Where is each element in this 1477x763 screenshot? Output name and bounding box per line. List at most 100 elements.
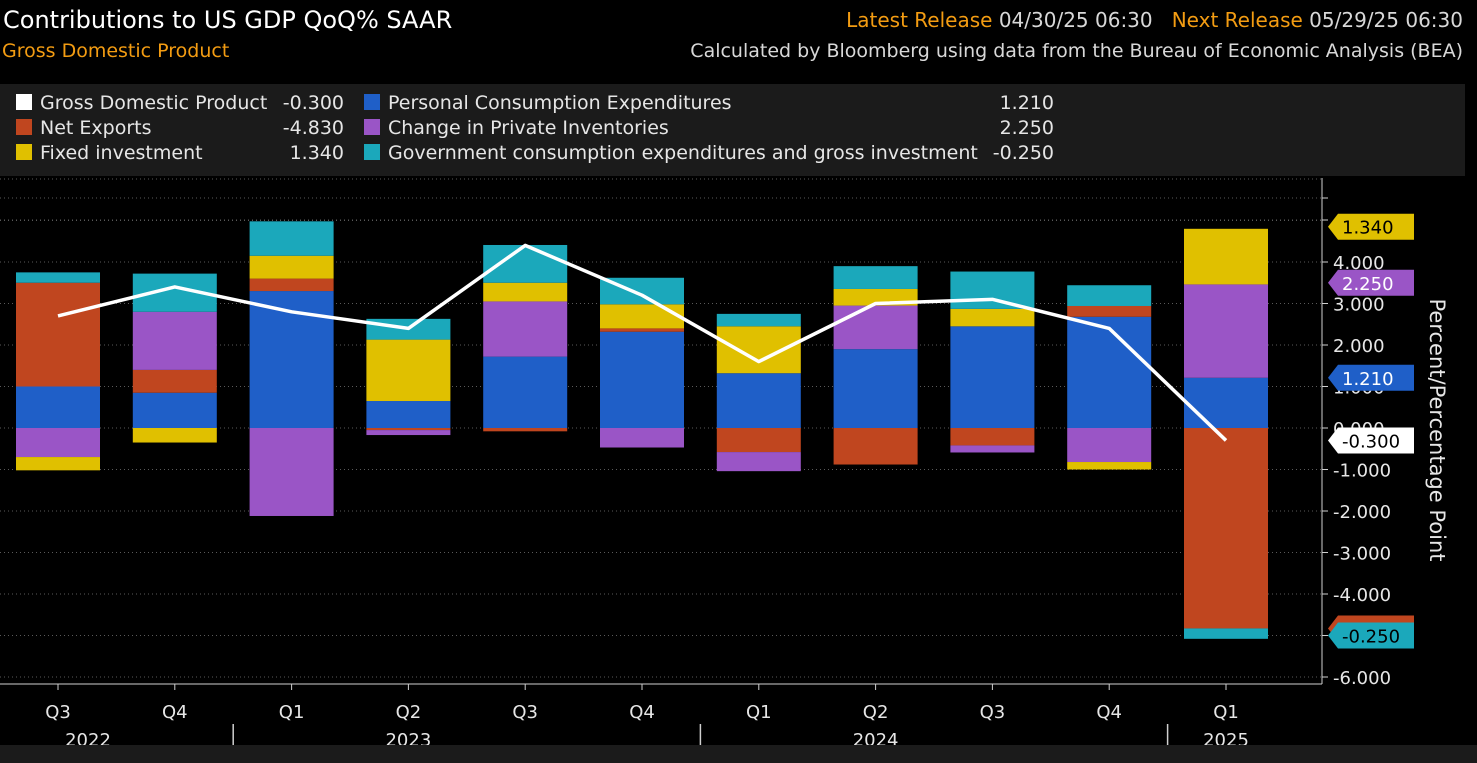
bar-segment <box>716 326 801 374</box>
bar-segment <box>600 428 684 448</box>
header: Contributions to US GDP QoQ% SAAR Gross … <box>0 0 1477 80</box>
legend-swatch-pce <box>364 94 380 110</box>
bar-segment <box>483 282 568 302</box>
legend-item-inventories: Change in Private Inventories <box>364 117 669 139</box>
legend-item-gdp: Gross Domestic Product <box>16 92 267 114</box>
bar-segment <box>600 328 684 332</box>
bar-segment <box>249 291 334 428</box>
bar-segment <box>950 445 1035 453</box>
bar-segment <box>1067 428 1152 463</box>
legend-value-fixed-investment: 1.340 <box>289 142 344 164</box>
legend-label-gdp: Gross Domestic Product <box>40 92 268 114</box>
x-tick-label: Q3 <box>980 702 1006 723</box>
legend-label-fixed-investment: Fixed investment <box>40 142 203 164</box>
release-info: Latest Release 04/30/25 06:30 Next Relea… <box>846 8 1463 32</box>
y-tick-label: 4.000 <box>1333 253 1385 274</box>
bar-segment <box>249 278 334 292</box>
bar-segment <box>483 428 568 432</box>
value-tag-label: 1.340 <box>1342 218 1394 239</box>
bar-segment <box>1184 628 1268 639</box>
x-tick-label: Q2 <box>396 702 422 723</box>
next-release-label: Next Release <box>1171 8 1303 32</box>
y-tick-label: -6.000 <box>1333 668 1391 689</box>
legend-swatch-government <box>364 144 380 160</box>
bar-segment <box>950 428 1035 446</box>
x-tick-label: Q4 <box>629 702 655 723</box>
legend-value-inventories: 2.250 <box>999 117 1054 139</box>
legend-swatch-fixed-investment <box>16 144 32 160</box>
x-tick-label: Q1 <box>279 702 305 723</box>
bar-segment <box>600 331 684 428</box>
y-tick-label: 2.000 <box>1333 336 1385 357</box>
bar-segment <box>716 428 801 453</box>
bar-segment <box>132 428 217 443</box>
x-tick-label: Q3 <box>45 702 71 723</box>
bar-segment <box>366 339 451 402</box>
value-tag <box>1328 427 1414 454</box>
value-tag <box>1328 269 1414 296</box>
gdp-line <box>57 243 1228 442</box>
bar-segment <box>1184 228 1268 285</box>
legend-value-pce: 1.210 <box>999 92 1054 114</box>
value-tag <box>1328 364 1414 391</box>
value-tag <box>1328 213 1414 240</box>
value-tag <box>1328 622 1414 649</box>
bar-segment <box>716 313 801 327</box>
latest-release-label: Latest Release <box>846 8 993 32</box>
x-year-label: 2023 <box>385 730 431 745</box>
x-tick-label: Q4 <box>1096 702 1122 723</box>
legend-label-inventories: Change in Private Inventories <box>388 117 669 139</box>
bar-segment <box>950 326 1035 428</box>
bar-segment <box>132 392 217 428</box>
bar-segment <box>833 349 918 428</box>
legend-value-net-exports: -4.830 <box>282 117 344 139</box>
x-tick-label: Q2 <box>863 702 889 723</box>
bar-segment <box>833 428 918 465</box>
chart-title: Contributions to US GDP QoQ% SAAR <box>3 6 453 34</box>
x-tick-label: Q4 <box>162 702 188 723</box>
data-source: Calculated by Bloomberg using data from … <box>690 40 1463 62</box>
bar-segment <box>483 244 568 283</box>
value-tag-label: 2.250 <box>1342 274 1394 295</box>
legend-value-government: -0.250 <box>992 142 1054 164</box>
gdp-contributions-chart: 4.0003.0002.0001.0000.000-1.000-2.000-3.… <box>0 178 1449 745</box>
bar-segment <box>16 457 100 471</box>
x-tick-label: Q3 <box>512 702 538 723</box>
bar-segment <box>483 301 568 357</box>
bar-segment <box>716 452 801 472</box>
legend-item-pce: Personal Consumption Expenditures <box>364 92 732 114</box>
legend-swatch-inventories <box>364 119 380 135</box>
y-tick-label: -3.000 <box>1333 544 1391 565</box>
bar-segment <box>833 266 918 289</box>
footer-bar <box>0 745 1477 763</box>
bar-segment <box>16 386 100 428</box>
legend-item-net-exports: Net Exports <box>16 117 152 139</box>
bar-segment <box>1067 305 1152 317</box>
legend-item-government: Government consumption expenditures and … <box>364 142 978 164</box>
latest-release-value: 04/30/25 06:30 <box>998 8 1153 32</box>
x-year-label: 2025 <box>1203 730 1249 745</box>
x-tick-label: Q1 <box>1213 702 1239 723</box>
value-tag-label: -0.250 <box>1342 627 1400 648</box>
bar-segment <box>366 430 451 436</box>
bar-segment <box>249 255 334 279</box>
next-release-value: 05/29/25 06:30 <box>1309 8 1463 32</box>
legend-label-pce: Personal Consumption Expenditures <box>388 92 732 114</box>
y-tick-label: -4.000 <box>1333 585 1391 606</box>
bar-segment <box>132 311 217 370</box>
legend-value-gdp: -0.300 <box>282 92 344 114</box>
bar-segment <box>366 428 451 431</box>
value-tag-label: 1.210 <box>1342 369 1394 390</box>
x-year-label: 2022 <box>65 730 111 745</box>
value-tag-label: -0.300 <box>1342 431 1400 452</box>
y-tick-label: 3.000 <box>1333 295 1385 316</box>
legend: Gross Domestic Product -0.300 Net Export… <box>0 84 1465 176</box>
y-tick-label: -1.000 <box>1333 461 1391 482</box>
bar-segment <box>249 428 334 516</box>
legend-item-fixed-investment: Fixed investment <box>16 142 203 164</box>
bar-segment <box>16 428 100 458</box>
bar-segment <box>16 272 100 283</box>
legend-swatch-net-exports <box>16 119 32 135</box>
x-year-label: 2024 <box>853 730 899 745</box>
